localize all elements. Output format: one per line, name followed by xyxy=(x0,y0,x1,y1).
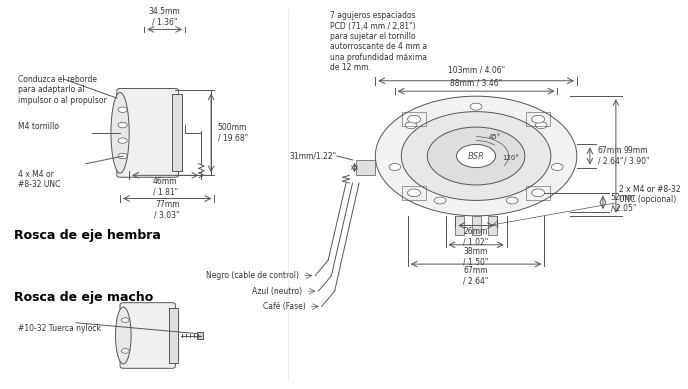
Bar xyxy=(455,216,464,235)
FancyBboxPatch shape xyxy=(120,303,175,368)
Bar xyxy=(471,216,481,235)
Circle shape xyxy=(470,103,482,110)
Circle shape xyxy=(375,96,577,216)
Circle shape xyxy=(118,123,127,128)
Text: 120°: 120° xyxy=(502,155,519,161)
Text: 52mm
/ 2.05": 52mm / 2.05" xyxy=(611,193,636,212)
Text: 26mm
/ 1.02": 26mm / 1.02" xyxy=(464,228,488,247)
Circle shape xyxy=(535,122,547,129)
Circle shape xyxy=(118,138,127,143)
Circle shape xyxy=(407,116,420,123)
Bar xyxy=(526,186,550,200)
Circle shape xyxy=(405,122,417,129)
Text: 500mm
/ 19.68": 500mm / 19.68" xyxy=(217,123,248,142)
Bar xyxy=(356,160,375,175)
Text: 45°: 45° xyxy=(489,134,502,140)
Text: 7 agujeros espaciados
PCD (71,4 mm / 2,81")
para sujetar el tornillo
autorroscan: 7 agujeros espaciados PCD (71,4 mm / 2,8… xyxy=(330,11,427,72)
Bar xyxy=(402,186,426,200)
Circle shape xyxy=(118,107,127,112)
Bar xyxy=(172,94,182,172)
Text: 88mm / 3.46": 88mm / 3.46" xyxy=(450,78,502,87)
Text: 103mm / 4.06": 103mm / 4.06" xyxy=(447,66,504,75)
Circle shape xyxy=(121,318,129,322)
Text: Conduzca el reborde
para adaptarlo al
impulsor o al propulsor: Conduzca el reborde para adaptarlo al im… xyxy=(18,75,107,105)
Text: 67mm
/ 2.64": 67mm / 2.64" xyxy=(598,146,623,166)
FancyBboxPatch shape xyxy=(117,88,179,177)
Bar xyxy=(488,216,497,235)
Circle shape xyxy=(551,163,563,170)
Circle shape xyxy=(457,144,495,168)
Circle shape xyxy=(389,163,401,170)
Circle shape xyxy=(427,127,525,185)
Circle shape xyxy=(407,189,420,197)
Circle shape xyxy=(118,153,127,159)
Text: Café (Fase): Café (Fase) xyxy=(263,302,305,311)
Text: M4 tornillo: M4 tornillo xyxy=(18,122,58,131)
Circle shape xyxy=(434,197,446,204)
Text: 46mm
/ 1.81": 46mm / 1.81" xyxy=(153,177,178,197)
Circle shape xyxy=(401,112,551,200)
Text: Negro (cable de control): Negro (cable de control) xyxy=(206,271,299,280)
Ellipse shape xyxy=(116,307,131,364)
Text: 99mm
/ 3.90": 99mm / 3.90" xyxy=(624,146,649,166)
Circle shape xyxy=(121,349,129,353)
Text: Rosca de eje hembra: Rosca de eje hembra xyxy=(14,230,161,242)
Text: 77mm
/ 3.03": 77mm / 3.03" xyxy=(154,200,180,220)
Text: 67mm
/ 2.64": 67mm / 2.64" xyxy=(464,266,488,286)
Text: Azul (neutro): Azul (neutro) xyxy=(252,287,302,296)
Text: BSR: BSR xyxy=(468,152,484,161)
Text: #10-32 Tuerca nylock: #10-32 Tuerca nylock xyxy=(18,324,100,333)
Text: 2 x M4 or #8-32
UNC (opcional): 2 x M4 or #8-32 UNC (opcional) xyxy=(619,185,680,204)
Text: 38mm
/ 1.50": 38mm / 1.50" xyxy=(464,247,488,266)
Text: Rosca de eje macho: Rosca de eje macho xyxy=(14,291,153,304)
Text: 31mm/1.22": 31mm/1.22" xyxy=(289,152,336,161)
Circle shape xyxy=(532,116,545,123)
Text: 4 x M4 or
#8-32 UNC: 4 x M4 or #8-32 UNC xyxy=(18,170,60,189)
Bar xyxy=(526,112,550,126)
Bar xyxy=(169,308,178,363)
Text: 34.5mm
/ 1.36": 34.5mm / 1.36" xyxy=(149,7,181,26)
Bar xyxy=(197,333,203,338)
Circle shape xyxy=(506,197,518,204)
Ellipse shape xyxy=(111,93,129,173)
Bar xyxy=(402,112,426,126)
Circle shape xyxy=(532,189,545,197)
